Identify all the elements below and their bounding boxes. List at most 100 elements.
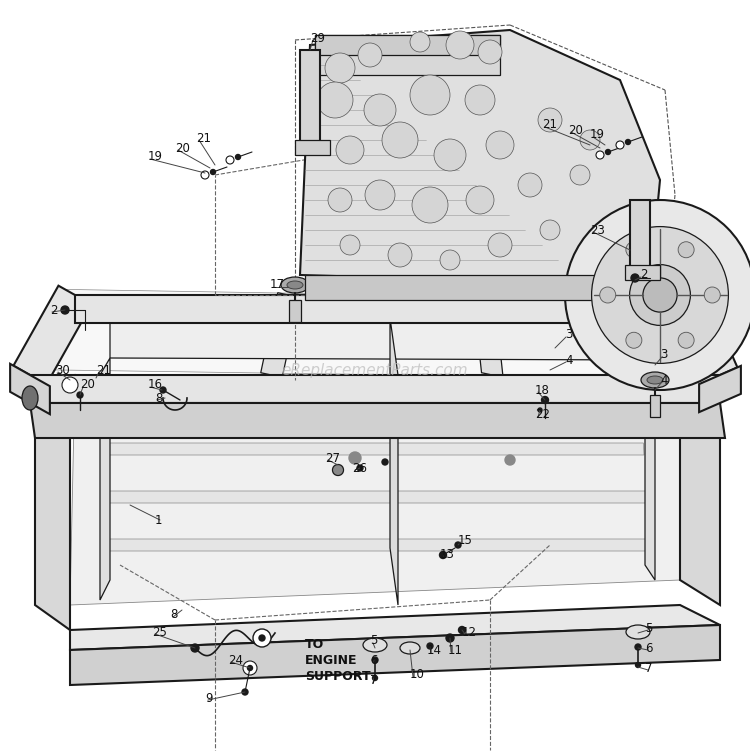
Circle shape: [336, 136, 364, 164]
Circle shape: [518, 173, 542, 197]
Text: 20: 20: [175, 141, 190, 154]
Circle shape: [542, 396, 548, 404]
Circle shape: [332, 465, 344, 475]
Text: 30: 30: [55, 363, 70, 377]
Circle shape: [678, 241, 694, 258]
Polygon shape: [30, 375, 720, 403]
Circle shape: [259, 635, 265, 641]
Text: 19: 19: [148, 150, 163, 163]
Circle shape: [340, 235, 360, 255]
Text: 12: 12: [462, 626, 477, 638]
Circle shape: [465, 85, 495, 115]
Text: 24: 24: [228, 653, 243, 666]
Bar: [650, 395, 660, 417]
Circle shape: [211, 169, 215, 174]
Ellipse shape: [287, 281, 303, 289]
Circle shape: [317, 82, 353, 118]
Polygon shape: [70, 605, 720, 650]
Circle shape: [236, 154, 241, 159]
Ellipse shape: [647, 376, 663, 384]
Text: 18: 18: [535, 384, 550, 396]
Polygon shape: [70, 625, 720, 685]
Circle shape: [440, 551, 446, 559]
Circle shape: [626, 140, 631, 144]
Circle shape: [62, 377, 78, 393]
Text: 7: 7: [370, 674, 377, 687]
Text: 13: 13: [440, 548, 454, 562]
Circle shape: [201, 171, 209, 179]
Circle shape: [631, 274, 639, 282]
Circle shape: [373, 675, 377, 681]
Text: SUPPORT: SUPPORT: [305, 671, 370, 684]
Circle shape: [505, 455, 515, 465]
Polygon shape: [20, 290, 710, 380]
Polygon shape: [668, 287, 737, 383]
Text: 26: 26: [352, 462, 367, 475]
Text: 25: 25: [152, 626, 166, 638]
Polygon shape: [104, 443, 644, 455]
Circle shape: [446, 31, 474, 59]
Circle shape: [410, 32, 430, 52]
Circle shape: [427, 643, 433, 649]
Text: 9: 9: [205, 692, 212, 705]
Circle shape: [678, 332, 694, 348]
Circle shape: [600, 287, 616, 303]
Circle shape: [626, 241, 642, 258]
Text: 7: 7: [645, 662, 652, 675]
Circle shape: [565, 200, 750, 390]
Text: 4: 4: [565, 353, 572, 366]
Text: 6: 6: [645, 641, 652, 654]
Polygon shape: [110, 318, 645, 360]
Circle shape: [358, 43, 382, 67]
Text: 1: 1: [155, 514, 163, 526]
Circle shape: [191, 644, 199, 652]
Polygon shape: [10, 364, 50, 414]
Circle shape: [626, 332, 642, 348]
Polygon shape: [30, 403, 725, 438]
Circle shape: [592, 226, 728, 363]
Text: 11: 11: [448, 644, 463, 656]
Circle shape: [325, 53, 355, 83]
Circle shape: [243, 661, 257, 675]
Text: 17: 17: [270, 278, 285, 292]
Circle shape: [570, 165, 590, 185]
Circle shape: [488, 233, 512, 257]
Polygon shape: [300, 50, 320, 145]
Text: 21: 21: [542, 119, 557, 132]
Circle shape: [412, 187, 448, 223]
Polygon shape: [699, 366, 741, 412]
Circle shape: [540, 220, 560, 240]
Bar: [315, 35, 500, 75]
Circle shape: [364, 94, 396, 126]
Ellipse shape: [22, 386, 38, 410]
Text: 10: 10: [410, 669, 424, 681]
Polygon shape: [390, 318, 398, 605]
Circle shape: [466, 186, 494, 214]
Text: 19: 19: [590, 129, 605, 141]
Polygon shape: [35, 375, 110, 420]
Ellipse shape: [626, 625, 650, 639]
Circle shape: [242, 689, 248, 695]
Ellipse shape: [641, 372, 669, 388]
Ellipse shape: [363, 638, 387, 652]
Circle shape: [332, 465, 344, 475]
Polygon shape: [261, 293, 299, 378]
Text: 22: 22: [535, 408, 550, 422]
Text: 21: 21: [196, 132, 211, 144]
Polygon shape: [13, 286, 92, 384]
Text: 23: 23: [590, 223, 604, 236]
Polygon shape: [108, 539, 649, 551]
Polygon shape: [680, 375, 720, 605]
Circle shape: [160, 387, 166, 393]
Bar: [289, 300, 301, 322]
Polygon shape: [100, 358, 110, 600]
Polygon shape: [295, 140, 330, 155]
Circle shape: [382, 459, 388, 465]
Circle shape: [434, 139, 466, 171]
Circle shape: [455, 542, 461, 548]
Circle shape: [388, 243, 412, 267]
Text: 20: 20: [80, 378, 94, 392]
Circle shape: [538, 108, 562, 132]
Text: 15: 15: [458, 533, 472, 547]
Circle shape: [446, 634, 454, 642]
